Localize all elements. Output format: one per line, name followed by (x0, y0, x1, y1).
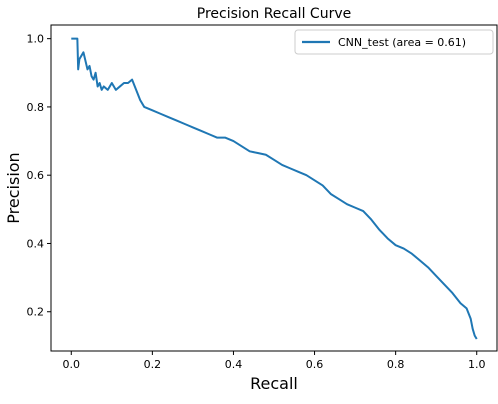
y-tick-label: 1.0 (27, 33, 45, 46)
x-tick-label: 0.4 (225, 358, 243, 371)
y-axis-label: Precision (4, 152, 23, 223)
x-tick-label: 0.8 (387, 358, 405, 371)
plot-frame (50, 24, 498, 352)
legend-box (294, 29, 494, 55)
plot-area (50, 24, 498, 352)
y-axis-ticks: 0.2 0.4 0.6 0.8 1.0 (27, 33, 51, 319)
x-tick-label: 0.2 (144, 358, 162, 371)
x-tick-label: 0.6 (306, 358, 324, 371)
y-tick-label: 0.4 (27, 237, 45, 250)
x-tick-label: 0.0 (63, 358, 81, 371)
series-line-0 (71, 37, 478, 340)
x-axis-ticks: 0.0 0.2 0.4 0.6 0.8 1.0 (63, 351, 486, 371)
x-tick-label: 1.0 (468, 358, 486, 371)
legend: CNN_test (area = 0.61) (294, 29, 494, 55)
y-tick-label: 0.6 (27, 169, 45, 182)
x-axis-label: Recall (250, 374, 298, 393)
series-layer (71, 37, 478, 340)
y-tick-label: 0.8 (27, 101, 45, 114)
y-tick-label: 0.2 (27, 306, 45, 319)
legend-label-cnn-test: CNN_test (area = 0.61) (338, 36, 466, 49)
chart-title: Precision Recall Curve (197, 6, 351, 22)
